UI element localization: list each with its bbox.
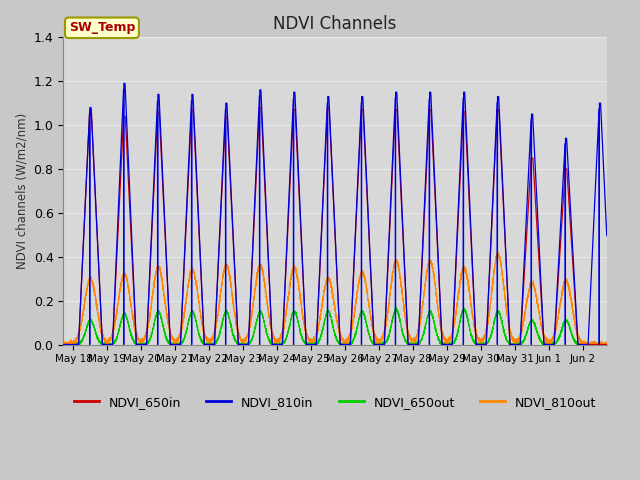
Legend: NDVI_650in, NDVI_810in, NDVI_650out, NDVI_810out: NDVI_650in, NDVI_810in, NDVI_650out, NDV… [68, 391, 601, 414]
Y-axis label: NDVI channels (W/m2/nm): NDVI channels (W/m2/nm) [15, 113, 28, 269]
Text: SW_Temp: SW_Temp [68, 21, 135, 34]
Title: NDVI Channels: NDVI Channels [273, 15, 397, 33]
